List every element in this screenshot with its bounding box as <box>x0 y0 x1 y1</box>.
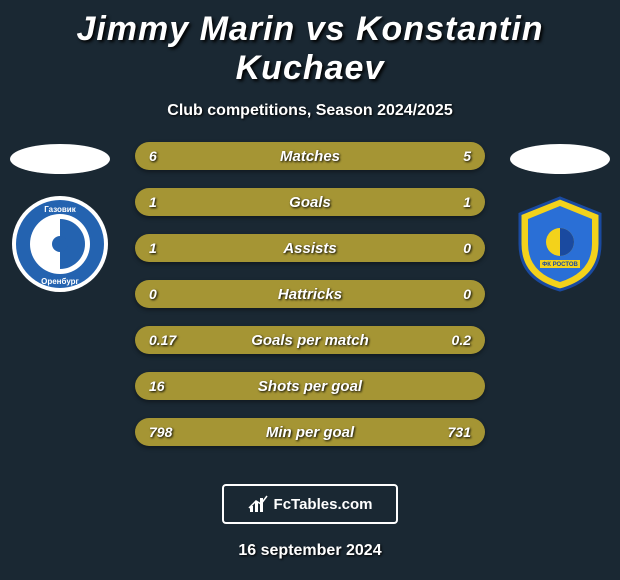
page-title: Jimmy Marin vs Konstantin Kuchaev <box>0 0 620 88</box>
stat-label: Matches <box>280 148 340 165</box>
player-left-silhouette <box>10 144 110 174</box>
stat-row-hattricks: 0 Hattricks 0 <box>135 280 485 308</box>
stat-right-value: 1 <box>463 194 471 210</box>
svg-text:ФК РОСТОВ: ФК РОСТОВ <box>542 262 578 268</box>
player-left-column: Газовик Оренбург <box>0 142 120 294</box>
stat-row-matches: 6 Matches 5 <box>135 142 485 170</box>
stat-left-value: 1 <box>149 240 157 256</box>
player-right-silhouette <box>510 144 610 174</box>
stat-row-goals: 1 Goals 1 <box>135 188 485 216</box>
stat-label: Shots per goal <box>258 378 362 395</box>
footer-date: 16 september 2024 <box>0 542 620 560</box>
stat-left-value: 0 <box>149 286 157 302</box>
stat-label: Hattricks <box>278 286 342 303</box>
stat-label: Min per goal <box>266 424 354 441</box>
stat-left-value: 1 <box>149 194 157 210</box>
brand-text: FcTables.com <box>274 496 373 513</box>
stat-row-min-per-goal: 798 Min per goal 731 <box>135 418 485 446</box>
club-crest-right: ФК РОСТОВ <box>510 194 610 294</box>
stat-left-value: 6 <box>149 148 157 164</box>
stat-label: Assists <box>283 240 336 257</box>
comparison-panel: Газовик Оренбург ФК РОСТОВ 6 Matches 5 1 <box>0 142 620 472</box>
svg-text:Оренбург: Оренбург <box>41 277 79 286</box>
crest-left-icon: Газовик Оренбург <box>10 194 110 294</box>
stat-right-value: 0.2 <box>452 332 471 348</box>
stat-left-value: 798 <box>149 424 172 440</box>
stat-label: Goals per match <box>251 332 369 349</box>
subtitle: Club competitions, Season 2024/2025 <box>0 102 620 120</box>
stat-right-value: 0 <box>463 286 471 302</box>
stat-row-goals-per-match: 0.17 Goals per match 0.2 <box>135 326 485 354</box>
svg-text:Газовик: Газовик <box>44 205 76 214</box>
club-crest-left: Газовик Оренбург <box>10 194 110 294</box>
stat-label: Goals <box>289 194 331 211</box>
stat-row-assists: 1 Assists 0 <box>135 234 485 262</box>
crest-right-icon: ФК РОСТОВ <box>510 194 610 294</box>
stat-right-value: 0 <box>463 240 471 256</box>
stat-left-value: 16 <box>149 378 165 394</box>
stats-bars: 6 Matches 5 1 Goals 1 1 Assists 0 0 Hatt… <box>135 142 485 464</box>
stat-right-value: 5 <box>463 148 471 164</box>
player-right-column: ФК РОСТОВ <box>500 142 620 294</box>
stat-left-value: 0.17 <box>149 332 176 348</box>
brand-badge: FcTables.com <box>222 484 398 524</box>
chart-icon <box>248 494 268 514</box>
stat-row-shots-per-goal: 16 Shots per goal <box>135 372 485 400</box>
stat-right-value: 731 <box>448 424 471 440</box>
